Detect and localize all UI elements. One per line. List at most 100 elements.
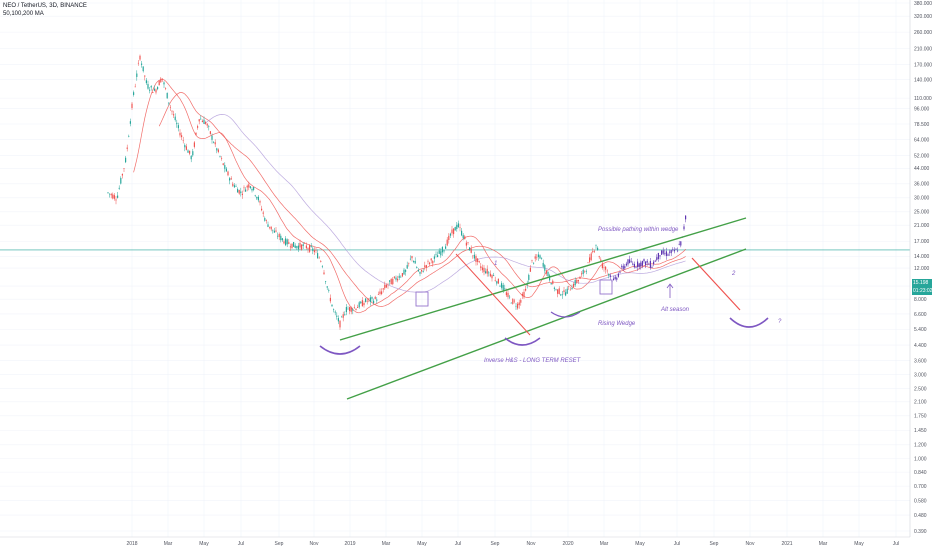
candle-body [648, 264, 650, 265]
candle-body [203, 119, 205, 124]
candle-body [665, 251, 667, 256]
candle-body [329, 297, 331, 302]
y-tick-label: 78.500 [914, 122, 930, 128]
candle-body [417, 270, 419, 272]
x-tick-label: May [854, 541, 864, 547]
candle-body [240, 191, 242, 194]
head-shoulders-arc-mid [504, 337, 541, 346]
candle-body [371, 297, 373, 299]
candle-body [185, 146, 187, 150]
y-tick-label: 3.000 [914, 372, 927, 378]
candle-body [435, 254, 437, 255]
candle-body [345, 307, 347, 313]
candle-body [664, 253, 666, 254]
candle-body [557, 289, 559, 294]
candle-body [523, 291, 525, 298]
candle-body [283, 241, 285, 244]
candle-body [448, 235, 450, 241]
y-tick-label: 5.400 [914, 327, 927, 333]
last-price-tag: 15.198 [912, 279, 932, 287]
candle-body [166, 92, 168, 99]
candle-body [224, 165, 226, 169]
candle-body [334, 311, 336, 313]
candle-body [131, 103, 133, 108]
candle-body [558, 288, 560, 294]
candle-body [675, 249, 677, 250]
candle-body [390, 278, 392, 285]
candle-body [456, 224, 458, 230]
candle-body [600, 259, 602, 261]
candle-body [368, 298, 370, 300]
candle-body [141, 63, 143, 65]
candle-body [563, 290, 565, 292]
candle-body [414, 260, 416, 264]
candle-body [262, 212, 264, 214]
candle-body [616, 277, 618, 280]
candle-body [603, 267, 605, 269]
candle-body [261, 208, 263, 211]
candle-body [528, 274, 530, 280]
annotation-text: 2 [731, 271, 736, 277]
candle-body [421, 269, 423, 272]
candle-body [517, 303, 519, 309]
candle-body [235, 186, 237, 187]
candle-body [360, 301, 362, 304]
candle-body [353, 307, 355, 308]
y-tick-label: 170.000 [914, 63, 932, 69]
candle-body [341, 316, 343, 318]
candle-body [136, 73, 138, 77]
alt-season-arrowhead [666, 283, 674, 289]
candle-body [129, 121, 131, 124]
candle-body [344, 314, 346, 316]
candle-body [171, 110, 173, 112]
candle-body [232, 183, 234, 186]
y-tick-label: 64.000 [914, 137, 930, 143]
x-tick-label: May [199, 541, 209, 547]
candle-body [195, 132, 197, 135]
candle-body [608, 273, 610, 276]
candle-body [182, 140, 184, 141]
candle-body [304, 242, 306, 244]
candle-body [461, 230, 463, 236]
candle-body [547, 271, 549, 277]
candle-body [555, 289, 557, 290]
annotation-text: 1 [494, 261, 497, 267]
candle-body [561, 294, 563, 296]
candle-body [270, 226, 272, 230]
y-tick-label: 0.480 [914, 513, 927, 519]
price-axis: 380.000 320.000 260.000 210.000 170.000 140.0… [909, 0, 932, 537]
candle-body [361, 300, 363, 307]
y-tick-label: 380.000 [914, 1, 932, 7]
x-tick-label: Sep [275, 541, 284, 547]
candle-body [187, 150, 189, 153]
candle-body [328, 289, 330, 291]
candle-body [293, 242, 295, 247]
projected-arc [729, 317, 769, 328]
candle-body [637, 261, 639, 268]
candle-body [521, 293, 523, 297]
candle-body [552, 280, 554, 284]
candle-body [408, 262, 410, 264]
candle-body [496, 281, 498, 284]
annotation-text: Alt season [660, 307, 690, 313]
x-tick-label: May [635, 541, 645, 547]
candle-body [478, 261, 480, 263]
y-tick-label: 210.000 [914, 46, 932, 52]
candle-body [278, 233, 280, 238]
candle-body [406, 265, 408, 269]
candle-body [491, 274, 493, 279]
candle-body [657, 252, 659, 259]
drawings [319, 217, 769, 400]
candle-body [622, 265, 624, 269]
candle-body [400, 276, 402, 278]
candle-body [184, 145, 186, 148]
candle-body [376, 299, 378, 301]
candle-body [115, 199, 117, 201]
candle-body [153, 88, 155, 91]
candle-body [606, 270, 608, 272]
candle-body [401, 273, 403, 277]
candle-body [416, 267, 418, 268]
candle-body [208, 126, 210, 127]
candle-body [374, 296, 376, 299]
